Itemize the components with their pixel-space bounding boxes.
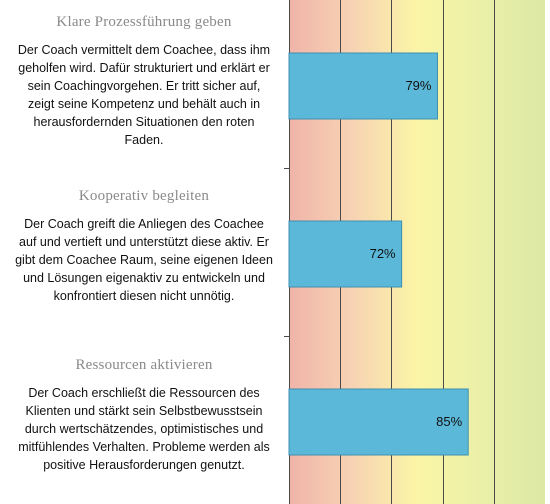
category-title: Ressourcen aktivieren (75, 357, 213, 373)
category-block: Klare Prozessführung geben Der Coach ver… (0, 14, 288, 149)
bar (288, 388, 469, 456)
data-label: 79% (405, 78, 431, 93)
data-label: 85% (436, 414, 462, 429)
category-ticks (284, 168, 289, 337)
category-block: Ressourcen aktivieren Der Coach erschlie… (0, 357, 288, 474)
category-title: Klare Prozessführung geben (56, 14, 232, 30)
category-title: Kooperativ begleiten (78, 188, 210, 204)
category-description: Der Coach vermittelt dem Coachee, dass i… (17, 43, 271, 147)
category-block: Kooperativ begleiten Der Coach greift di… (0, 188, 288, 305)
category-description: Der Coach erschließt die Ressourcen des … (18, 386, 270, 472)
bar (288, 52, 438, 120)
bars: 79% 72% 85% (288, 52, 469, 456)
data-label: 72% (370, 246, 396, 261)
bar (288, 220, 403, 288)
category-description: Der Coach greift die Anliegen des Coache… (15, 217, 273, 303)
